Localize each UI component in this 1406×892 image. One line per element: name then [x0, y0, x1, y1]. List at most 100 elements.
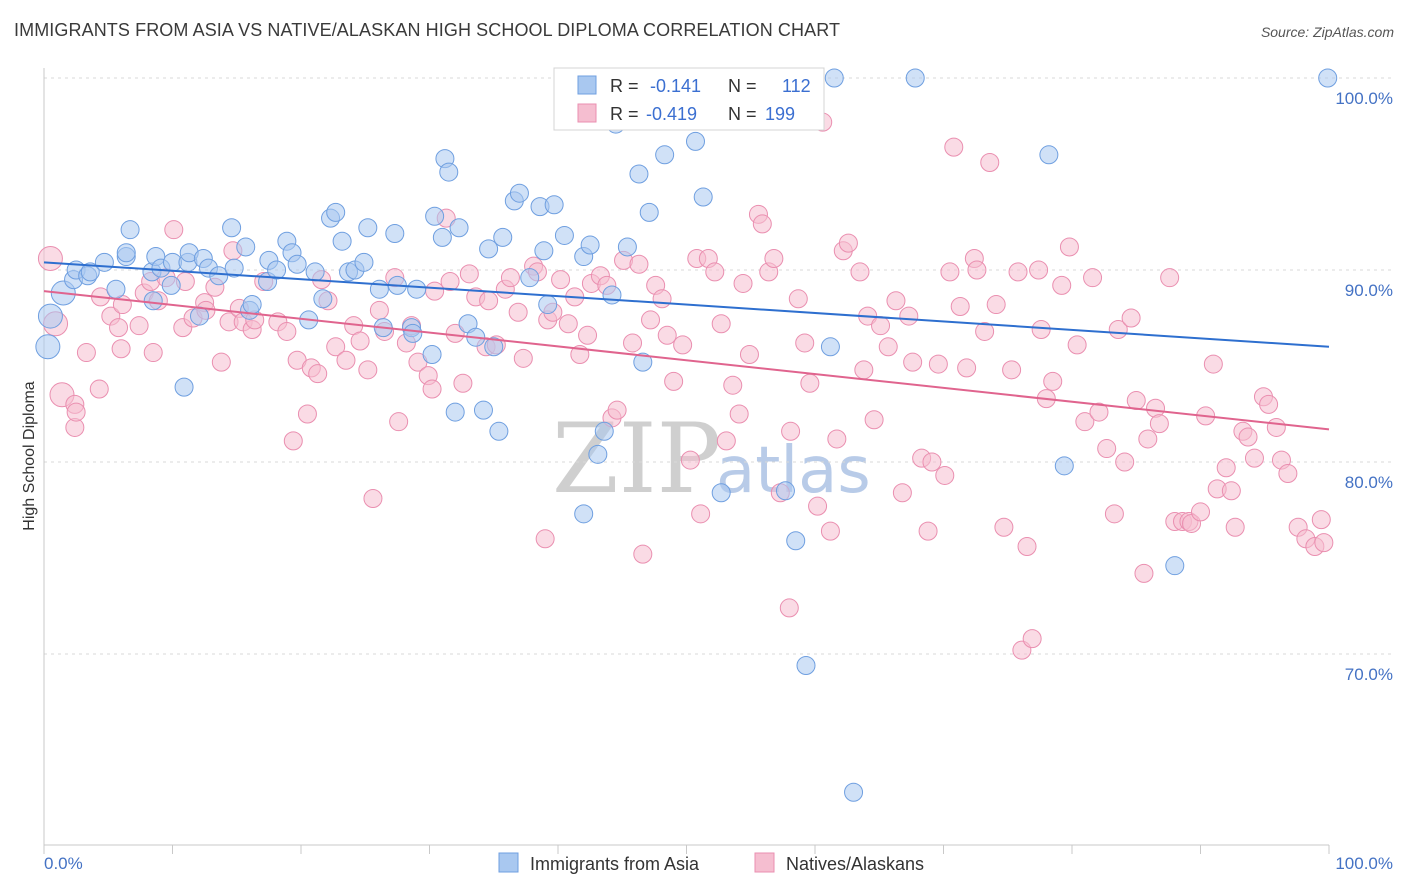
asia-point	[1054, 456, 1074, 476]
natives-point	[864, 410, 884, 430]
natives-point	[1134, 563, 1154, 583]
asia-point	[786, 531, 806, 551]
natives-point	[363, 488, 383, 508]
natives-point	[779, 598, 799, 618]
legend-n-label-1: N =	[728, 76, 757, 96]
natives-point	[358, 360, 378, 380]
asia-trend-line	[43, 261, 1330, 348]
natives-point	[1008, 262, 1028, 282]
asia-point	[143, 291, 163, 311]
natives-point	[109, 318, 129, 338]
asia-point	[120, 220, 140, 240]
natives-point	[76, 343, 96, 363]
natives-point	[479, 291, 499, 311]
natives-point	[940, 262, 960, 282]
natives-point	[854, 360, 874, 380]
y-tick-label: 70.0%	[1345, 665, 1393, 684]
asia-point	[432, 227, 452, 247]
y-tick-label: 80.0%	[1345, 473, 1393, 492]
asia-point	[520, 268, 540, 288]
natives-point	[37, 245, 63, 271]
natives-point	[918, 521, 938, 541]
asia-point	[1165, 556, 1185, 576]
asia-point	[407, 279, 427, 299]
asia-point	[236, 237, 256, 257]
natives-point	[1160, 268, 1180, 288]
asia-point	[445, 402, 465, 422]
natives-point	[781, 421, 801, 441]
legend-r-value-2: -0.419	[646, 104, 697, 124]
natives-point	[211, 352, 231, 372]
asia-point	[489, 421, 509, 441]
natives-point	[308, 364, 328, 384]
natives-point	[500, 268, 520, 288]
asia-point	[580, 235, 600, 255]
y-tick-label: 100.0%	[1335, 89, 1393, 108]
legend-r-label-1: R =	[610, 76, 639, 96]
asia-point	[425, 206, 445, 226]
bottom-legend-label-natives: Natives/Alaskans	[786, 854, 924, 874]
natives-point	[440, 272, 460, 292]
y-axis-title: High School Diploma	[21, 381, 38, 531]
asia-point	[633, 352, 653, 372]
asia-point	[242, 295, 262, 315]
natives-point	[1126, 391, 1146, 411]
natives-point	[629, 254, 649, 274]
natives-alaskans-points	[37, 112, 1334, 660]
asia-point	[594, 421, 614, 441]
legend: R = -0.141 N = 112 R = -0.419 N = 199	[553, 67, 825, 131]
bottom-legend-label-asia: Immigrants from Asia	[530, 854, 700, 874]
asia-point	[711, 483, 731, 503]
natives-point	[788, 289, 808, 309]
natives-point	[1059, 237, 1079, 257]
natives-point	[739, 344, 759, 364]
natives-point	[1266, 417, 1286, 437]
natives-point	[922, 452, 942, 472]
natives-point	[1216, 458, 1236, 478]
natives-point	[623, 333, 643, 353]
natives-point	[716, 431, 736, 451]
asia-point	[693, 187, 713, 207]
natives-point	[607, 400, 627, 420]
asia-point	[35, 334, 61, 360]
natives-point	[986, 295, 1006, 315]
natives-point	[871, 316, 891, 336]
asia-point	[161, 275, 181, 295]
bottom-legend-swatch-pink	[754, 852, 775, 873]
natives-point	[111, 339, 131, 359]
natives-point	[425, 281, 445, 301]
asia-point	[449, 218, 469, 238]
asia-point	[479, 239, 499, 259]
legend-box	[553, 67, 825, 131]
asia-point	[37, 303, 63, 329]
natives-point	[1002, 360, 1022, 380]
natives-point	[691, 504, 711, 524]
natives-point	[764, 248, 784, 268]
natives-point	[1083, 268, 1103, 288]
asia-point	[1318, 68, 1338, 88]
natives-point	[892, 483, 912, 503]
natives-point	[899, 306, 919, 326]
asia-point	[116, 243, 136, 263]
natives-point	[928, 354, 948, 374]
natives-point	[878, 337, 898, 357]
natives-point	[513, 348, 533, 368]
natives-point	[336, 350, 356, 370]
natives-point	[326, 337, 346, 357]
bottom-legend: Immigrants from Asia Natives/Alaskans	[498, 852, 924, 874]
natives-point	[950, 296, 970, 316]
natives-point	[838, 233, 858, 253]
asia-point	[820, 337, 840, 357]
asia-point	[224, 258, 244, 278]
natives-point	[1089, 402, 1109, 422]
natives-point	[994, 517, 1014, 537]
natives-point	[1238, 427, 1258, 447]
asia-point	[1039, 145, 1059, 165]
natives-point	[1097, 439, 1117, 459]
grid	[44, 77, 1395, 655]
natives-point	[657, 325, 677, 345]
natives-point	[1029, 260, 1049, 280]
natives-point	[1278, 464, 1298, 484]
natives-point	[389, 412, 409, 432]
natives-point	[820, 521, 840, 541]
